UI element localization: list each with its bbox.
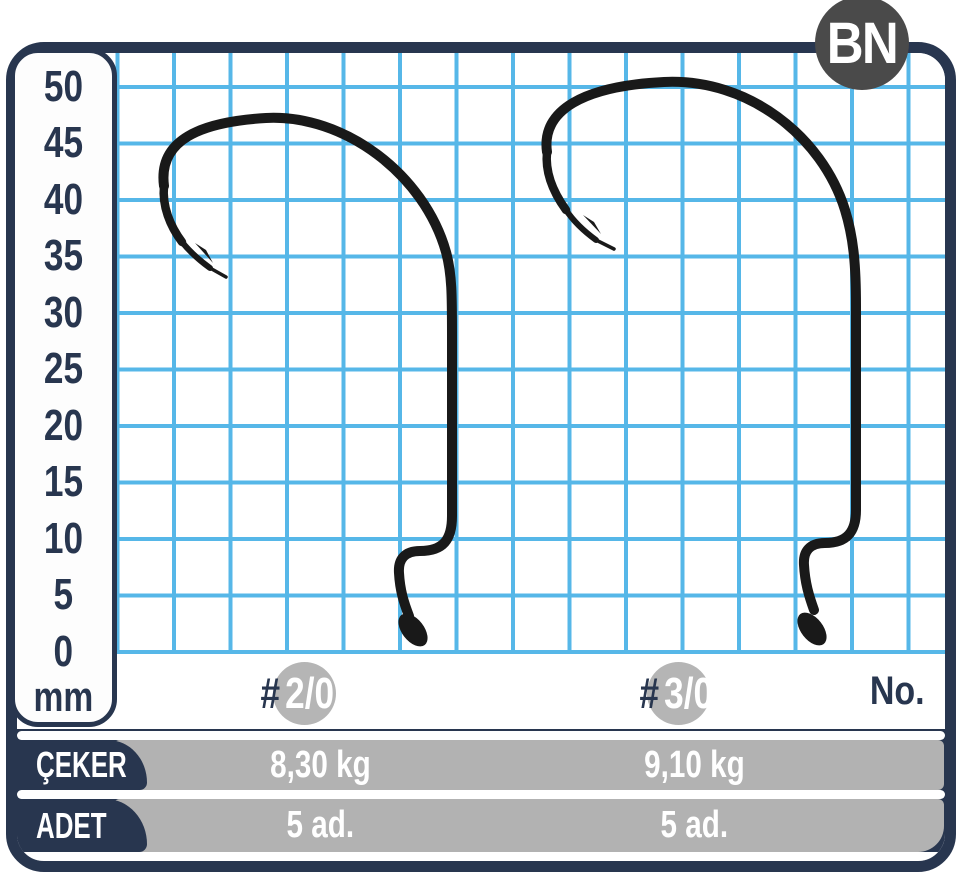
spec-value: 8,30 kg: [269, 743, 371, 786]
spec-panel: ÇEKER 8,30 kg 9,10 kg ADET 5 ad. 5 ad.: [17, 729, 945, 861]
size-prefix: #: [260, 668, 281, 718]
size-value: 2/0: [285, 668, 335, 718]
spec-row-weight: ÇEKER 8,30 kg 9,10 kg: [17, 740, 945, 790]
ruler-tick: 25: [43, 344, 84, 393]
size-value: 3/0: [664, 668, 714, 718]
spec-value: 5 ad.: [660, 804, 728, 846]
divider: [17, 852, 945, 861]
spec-value: 5 ad.: [286, 804, 354, 846]
size-column-header: No.: [869, 669, 925, 713]
size-badge-circle: [647, 662, 710, 725]
ruler-tick: 45: [43, 118, 84, 167]
grid-paper-background: [17, 53, 945, 654]
ruler-tick: 50: [43, 62, 84, 111]
size-badge-circle: [273, 662, 336, 725]
ruler-tick: 5: [53, 570, 74, 619]
ruler-column: 50 45 40 35 30 25 20 15 10 5 0 mm: [10, 48, 117, 727]
spec-value-bar: [112, 740, 944, 790]
row-label-tab: [17, 799, 147, 852]
ruler-tick: 30: [43, 288, 84, 337]
ruler-tick: 10: [43, 514, 84, 563]
ruler-tick: 15: [43, 457, 84, 506]
size-label-strip: #2/0 #3/0 No.: [17, 654, 945, 729]
ruler-tick: 0: [53, 627, 74, 676]
row-label: ADET: [36, 804, 107, 846]
size-prefix: #: [639, 668, 660, 718]
row-label-tab: [17, 740, 147, 790]
divider: [17, 731, 945, 740]
measurement-chart-frame: #2/0 #3/0 No. ÇEKER 8,30 kg 9,10 kg ADET…: [6, 42, 956, 872]
divider: [17, 790, 945, 799]
ruler-tick: 40: [43, 175, 84, 224]
spec-value-bar: [112, 799, 944, 852]
ruler-unit-label: mm: [33, 673, 94, 720]
ruler-tick: 20: [43, 401, 84, 450]
ruler-tick: 35: [43, 231, 84, 280]
hook-size-label: #3/0: [637, 658, 720, 729]
spec-value: 9,10 kg: [643, 743, 745, 786]
brand-badge: BN: [815, 0, 909, 90]
spec-row-quantity: ADET 5 ad. 5 ad.: [17, 799, 945, 852]
hook-size-label: #2/0: [258, 658, 341, 729]
row-label: ÇEKER: [36, 744, 127, 785]
